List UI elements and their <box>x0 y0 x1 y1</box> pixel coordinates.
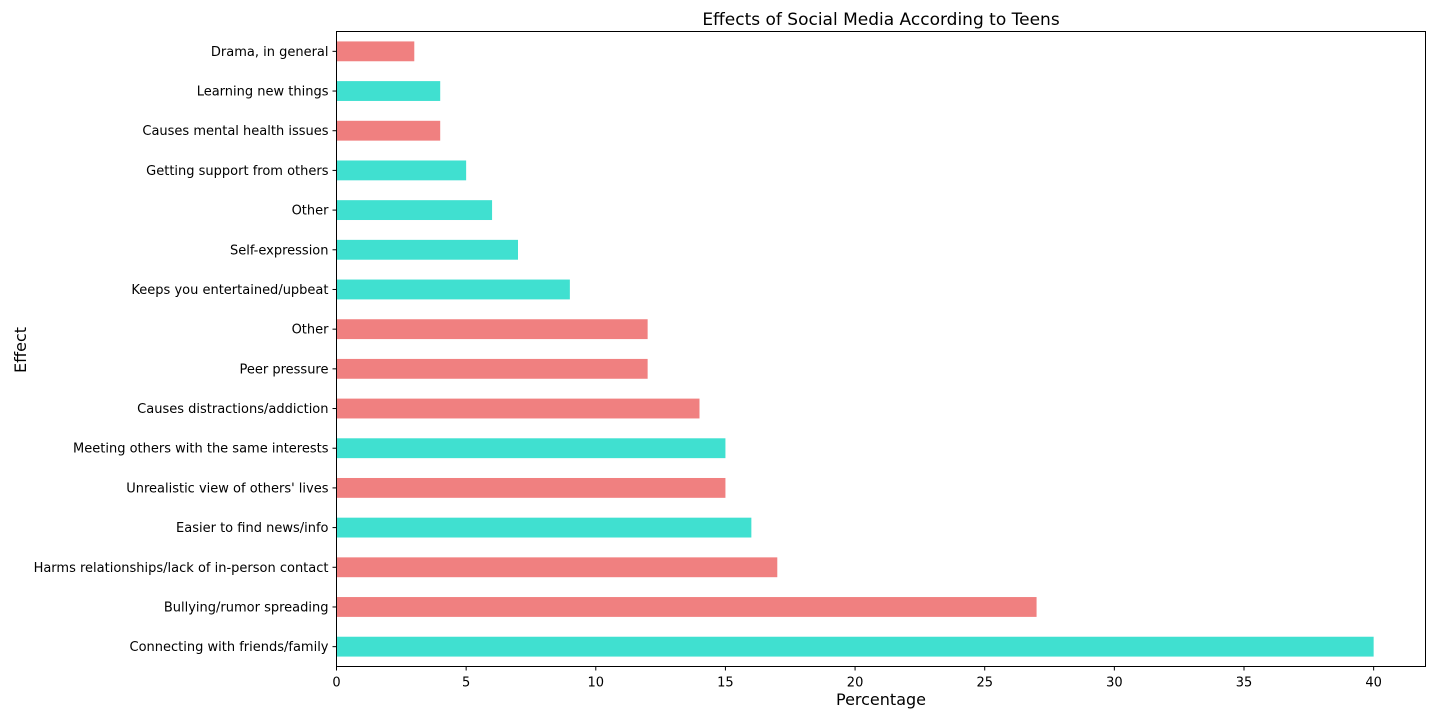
y-tick-label: Drama, in general <box>211 45 329 60</box>
bar <box>336 438 726 459</box>
y-tick-label: Learning new things <box>197 85 329 100</box>
bar <box>336 477 726 498</box>
bar <box>336 120 441 141</box>
x-tick-label: 10 <box>588 676 605 691</box>
y-tick-label: Harms relationships/lack of in-person co… <box>34 561 329 576</box>
x-axis-label: Percentage <box>836 690 926 709</box>
bar <box>336 160 467 181</box>
y-tick-label: Other <box>292 204 330 219</box>
bar <box>336 597 1037 617</box>
x-axis-ticks: 0 5 10 15 20 25 30 35 40 <box>332 666 1382 691</box>
x-tick-label: 25 <box>976 676 993 691</box>
bar <box>336 41 415 62</box>
y-tick-label: Keeps you entertained/upbeat <box>131 283 328 298</box>
y-tick-label: Meeting others with the same interests <box>73 442 329 457</box>
y-tick-label: Getting support from others <box>146 164 329 179</box>
bar <box>336 319 648 340</box>
y-tick-label: Bullying/rumor spreading <box>164 600 329 615</box>
bar <box>336 398 700 419</box>
x-tick-label: 40 <box>1365 676 1382 691</box>
chart-title: Effects of Social Media According to Tee… <box>702 10 1060 30</box>
y-tick-label: Self-expression <box>230 243 329 258</box>
bar <box>336 81 441 101</box>
bar <box>336 358 648 379</box>
bar <box>336 200 493 221</box>
x-tick-label: 0 <box>332 676 340 691</box>
bars-group <box>336 41 1374 657</box>
y-axis-ticks: Connecting with friends/family Bullying/r… <box>34 45 337 655</box>
y-tick-label: Connecting with friends/family <box>130 640 329 655</box>
bar <box>336 557 778 578</box>
bar <box>336 239 518 260</box>
y-tick-label: Easier to find news/info <box>176 521 328 536</box>
plot-frame <box>336 31 1426 667</box>
x-tick-label: 30 <box>1106 676 1123 691</box>
y-axis-label: Effect <box>11 327 30 373</box>
x-tick-label: 35 <box>1236 676 1253 691</box>
x-tick-label: 15 <box>717 676 734 691</box>
bar <box>336 279 570 300</box>
bar <box>336 517 752 538</box>
bar <box>336 636 1374 657</box>
x-tick-label: 20 <box>847 676 864 691</box>
y-tick-label: Causes mental health issues <box>142 124 328 139</box>
y-tick-label: Unrealistic view of others' lives <box>126 481 329 496</box>
y-tick-label: Peer pressure <box>239 362 328 377</box>
x-tick-label: 5 <box>462 676 470 691</box>
y-tick-label: Other <box>292 323 330 338</box>
y-tick-label: Causes distractions/addiction <box>137 402 328 417</box>
